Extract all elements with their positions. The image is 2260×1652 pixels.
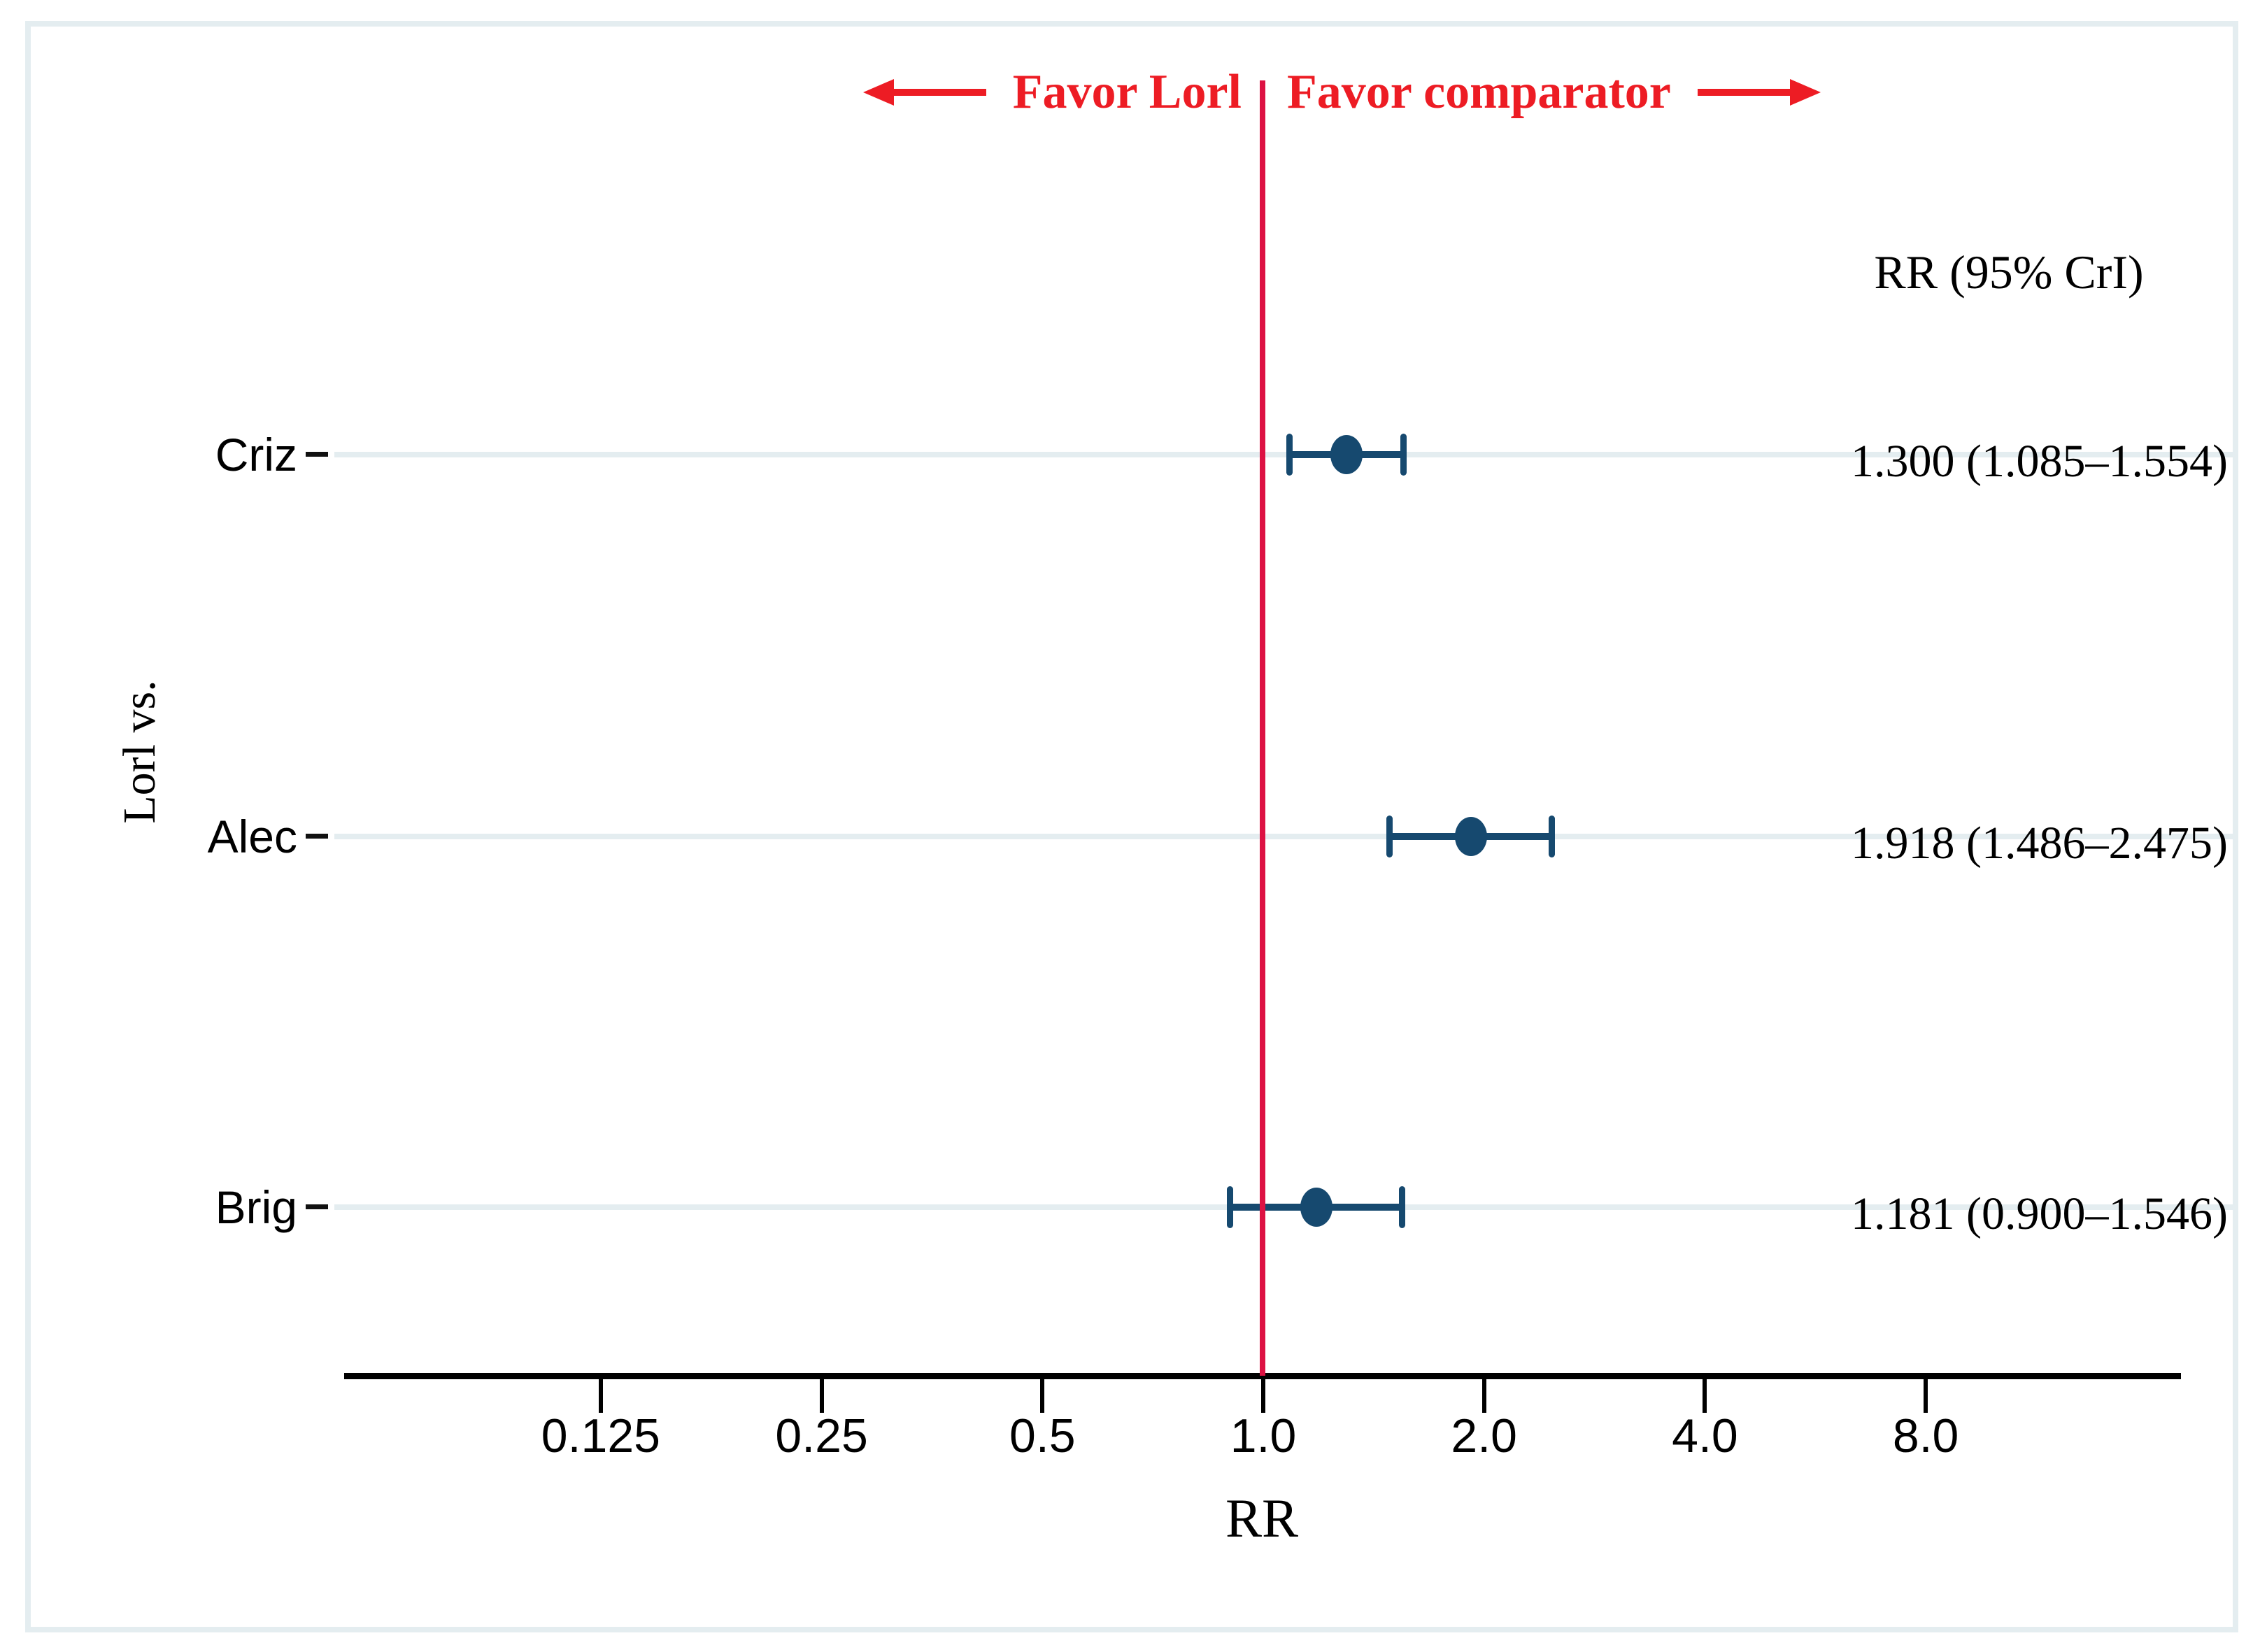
x-tick-label: 0.125 — [541, 1409, 660, 1462]
row-gridline — [334, 834, 2233, 839]
favor-left-annotation: Favor Lorl — [862, 59, 1242, 126]
x-tick-label: 1.0 — [1230, 1409, 1297, 1462]
row-label: Criz — [215, 429, 297, 480]
point-marker — [1330, 435, 1363, 474]
reference-line — [1260, 80, 1265, 1376]
figure-border — [25, 21, 2238, 1632]
x-axis-tick — [598, 1379, 603, 1413]
favor-lorl-label: Favor Lorl — [1012, 65, 1242, 119]
y-tick — [306, 834, 328, 839]
point-marker — [1454, 817, 1487, 856]
row-label: Alec — [207, 811, 297, 862]
x-axis-tick — [1481, 1379, 1486, 1413]
favor-comparator-label: Favor comparator — [1287, 65, 1671, 119]
ci-cap-right — [1400, 434, 1407, 476]
point-marker — [1300, 1188, 1332, 1227]
row-value: 1.300 (1.085–1.554) — [1851, 436, 2228, 487]
x-tick-label: 8.0 — [1892, 1409, 1959, 1462]
ci-cap-left — [1286, 434, 1293, 476]
favor-right-annotation: Favor comparator — [1287, 59, 1822, 126]
row-label: Brig — [215, 1181, 297, 1233]
x-axis-line — [344, 1373, 2181, 1379]
ci-cap-right — [1549, 816, 1556, 857]
row-gridline — [334, 452, 2233, 457]
x-axis-label: RR — [1225, 1488, 1299, 1548]
ci-cap-right — [1398, 1186, 1405, 1228]
column-header: RR (95% CrI) — [1874, 245, 2144, 299]
right-arrow-icon — [1697, 79, 1821, 106]
x-axis-tick — [1703, 1379, 1707, 1413]
row-value: 1.181 (0.900–1.546) — [1851, 1188, 2228, 1239]
x-tick-label: 0.5 — [1009, 1409, 1076, 1462]
x-tick-label: 4.0 — [1672, 1409, 1738, 1462]
row-value: 1.918 (1.486–2.475) — [1851, 818, 2228, 869]
x-tick-label: 0.25 — [775, 1409, 868, 1462]
x-axis-tick — [1261, 1379, 1265, 1413]
x-axis-tick — [1040, 1379, 1045, 1413]
ci-cap-left — [1226, 1186, 1233, 1228]
y-tick — [306, 1204, 328, 1209]
y-tick — [306, 452, 328, 457]
left-arrow-icon — [862, 79, 986, 106]
x-tick-label: 2.0 — [1451, 1409, 1517, 1462]
x-axis-tick — [1924, 1379, 1928, 1413]
ci-cap-left — [1386, 816, 1393, 857]
x-axis-tick — [819, 1379, 824, 1413]
y-axis-label: Lorl vs. — [114, 680, 165, 824]
